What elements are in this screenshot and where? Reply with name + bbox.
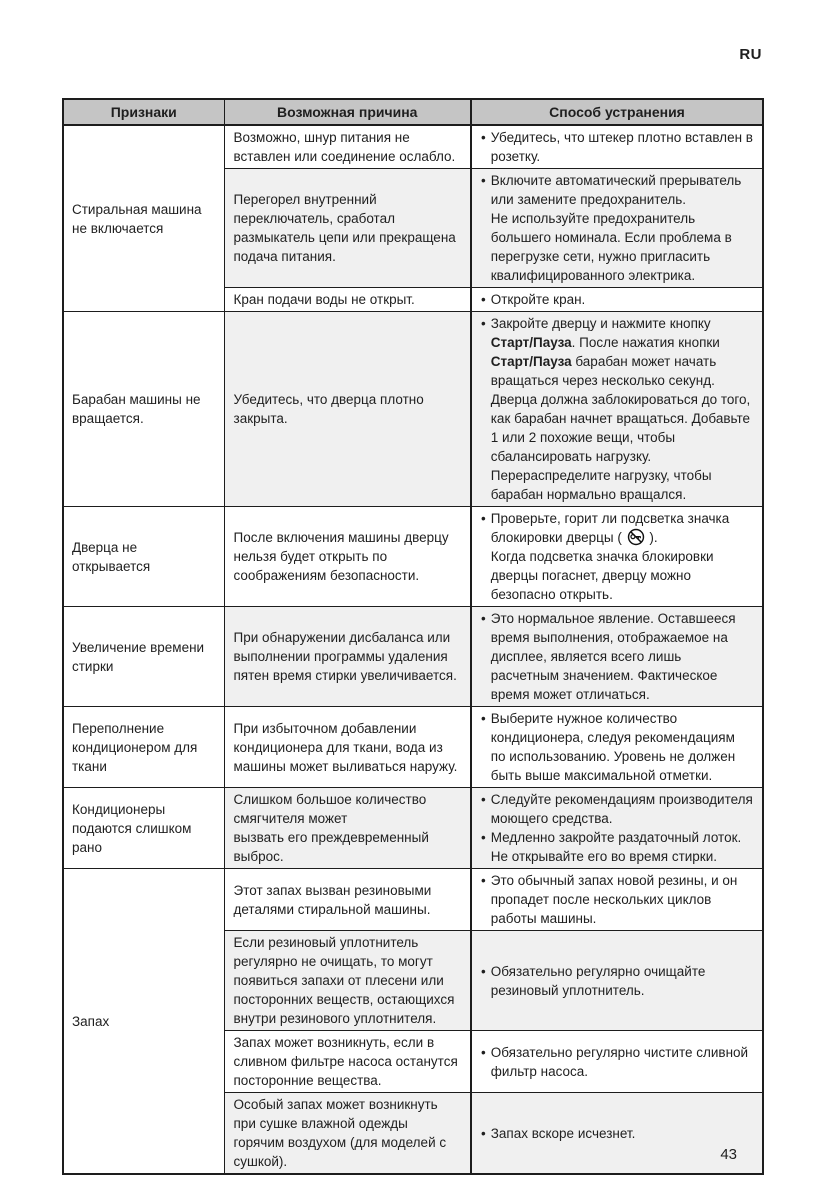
- remedy-item: • Включите автоматический прерыватель или…: [481, 171, 753, 285]
- bullet-icon: •: [481, 130, 486, 145]
- bullet-icon: •: [481, 792, 486, 807]
- remedy-cell: • Это нормальное явление. Оставшееся врем…: [470, 606, 764, 707]
- cause-cell: Запах может возникнуть, если в сливном ф…: [223, 1030, 472, 1093]
- header-symptoms: Признаки: [62, 98, 225, 126]
- cause-cell: После включения машины дверцу нельзя буд…: [223, 506, 472, 607]
- remedy-item: • Запах вскоре исчезнет.: [481, 1124, 753, 1143]
- bullet-icon: •: [481, 611, 486, 626]
- remedy-item: • Это нормальное явление. Оставшееся врем…: [481, 609, 753, 704]
- remedy-cell: • Выберите нужное количество кондиционера…: [470, 706, 764, 788]
- table-row: Барабан машины не вращается. Убедитесь, ч…: [62, 311, 764, 507]
- remedy-cell: • Откройте кран.: [470, 287, 764, 312]
- remedy-text: Проверьте, горит ли подсветка значка бло…: [490, 511, 730, 602]
- remedy-cell: • Обязательно регулярно чистите сливной ф…: [470, 1030, 764, 1093]
- bullet-icon: •: [481, 963, 486, 979]
- remedy-text: Следуйте рекомендациям производителя мою…: [490, 792, 753, 826]
- table-row: Запах Этот запах вызван резиновыми деталя…: [62, 868, 764, 1175]
- cause-cell: Особый запах может возникнуть при сушке …: [223, 1092, 472, 1175]
- remedy-text: Включите автоматический прерыватель или …: [490, 173, 742, 283]
- cause-cell: Возможно, шнур питания не вставлен или с…: [223, 124, 472, 169]
- table-body: Стиральная машина не включается Возможно,…: [62, 124, 764, 1175]
- remedy-text: Это нормальное явление. Оставшееся время…: [490, 611, 736, 702]
- symptom-cell: Кондиционеры подаются слишком рано: [62, 787, 225, 869]
- bullet-icon: •: [481, 830, 486, 845]
- language-label: RU: [739, 46, 762, 63]
- cause-cell: Если резиновый уплотнитель регулярно не …: [223, 930, 472, 1031]
- bullet-icon: •: [481, 511, 486, 526]
- cause-cell: При обнаружении дисбаланса или выполнени…: [223, 606, 472, 707]
- remedy-cell: • Закройте дверцу и нажмите кнопку Старт/…: [470, 311, 764, 507]
- remedy-cell: • Включите автоматический прерыватель или…: [470, 168, 764, 288]
- remedy-text: Обязательно регулярно чистите сливной фи…: [490, 1044, 749, 1079]
- remedy-item: • Откройте кран.: [481, 290, 753, 309]
- remedy-item: • Убедитесь, что штекер плотно вставлен в…: [481, 128, 753, 166]
- remedy-text: Откройте кран.: [490, 292, 586, 307]
- table-row: Если резиновый уплотнитель регулярно не …: [63, 930, 764, 1031]
- remedy-text: Закройте дверцу и нажмите кнопку Старт/П…: [490, 316, 751, 502]
- cause-cell: Кран подачи воды не открыт.: [223, 287, 472, 312]
- table-header-row: Признаки Возможная причина Способ устран…: [62, 98, 764, 126]
- remedy-item: • Это обычный запах новой резины, и он пр…: [481, 871, 753, 928]
- remedy-text: Медленно закройте раздаточный лоток. Не …: [490, 830, 742, 864]
- page-number: 43: [720, 1146, 737, 1163]
- remedy-text: Запах вскоре исчезнет.: [490, 1125, 636, 1141]
- remedy-cell: • Обязательно регулярно очищайте резиновы…: [470, 930, 764, 1031]
- symptom-cell: Увеличение времени стирки: [62, 606, 225, 707]
- table-row: Увеличение времени стирки При обнаружении…: [62, 606, 764, 707]
- table-row: Перегорел внутренний переключатель, сраб…: [63, 168, 764, 288]
- table-row: Запах может возникнуть, если в сливном ф…: [63, 1030, 764, 1093]
- remedy-item: • Проверьте, горит ли подсветка значка бл…: [481, 509, 753, 604]
- table-row: Переполнение кондиционером для ткани При …: [62, 706, 764, 788]
- remedy-item: • Выберите нужное количество кондиционера…: [481, 709, 753, 785]
- cause-cell: Убедитесь, что дверца плотно закрыта.: [223, 311, 472, 507]
- bullet-icon: •: [481, 292, 486, 307]
- cause-cell: Перегорел внутренний переключатель, сраб…: [223, 168, 472, 288]
- table-row: Стиральная машина не включается Возможно,…: [62, 124, 764, 312]
- remedy-item: • Следуйте рекомендациям производителя мо…: [481, 790, 753, 828]
- remedy-item: • Обязательно регулярно чистите сливной ф…: [481, 1043, 753, 1081]
- symptom-cell: Барабан машины не вращается.: [62, 311, 225, 507]
- table-row: Кран подачи воды не открыт. • Откройте кра…: [63, 287, 764, 312]
- remedy-item: • Закройте дверцу и нажмите кнопку Старт/…: [481, 314, 753, 504]
- bullet-icon: •: [481, 1044, 486, 1060]
- symptom-cell: Стиральная машина не включается: [62, 124, 225, 312]
- remedy-text: Выберите нужное количество кондиционера,…: [490, 711, 736, 783]
- remedy-text: Убедитесь, что штекер плотно вставлен в …: [490, 130, 753, 164]
- bullet-icon: •: [481, 711, 486, 726]
- remedy-cell: • Проверьте, горит ли подсветка значка бл…: [470, 506, 764, 607]
- table-row: Кондиционеры подаются слишком рано Слишко…: [62, 787, 764, 869]
- remedy-item: • Медленно закройте раздаточный лоток. Не…: [481, 828, 753, 866]
- door-lock-icon: [627, 528, 645, 546]
- remedy-item: • Обязательно регулярно очищайте резиновы…: [481, 962, 753, 1000]
- bullet-icon: •: [481, 316, 486, 331]
- header-remedy: Способ устранения: [470, 98, 764, 126]
- remedy-cell: • Следуйте рекомендациям производителя мо…: [470, 787, 764, 869]
- remedy-cell: • Это обычный запах новой резины, и он пр…: [470, 868, 764, 931]
- symptom-cell: Запах: [62, 868, 225, 1175]
- header-possible-cause: Возможная причина: [223, 98, 472, 126]
- symptom-cell: Переполнение кондиционером для ткани: [62, 706, 225, 788]
- troubleshooting-table: Признаки Возможная причина Способ устран…: [62, 98, 764, 1175]
- remedy-cell: • Запах вскоре исчезнет.: [470, 1092, 764, 1175]
- cause-cell: Этот запах вызван резиновыми деталями ст…: [223, 868, 472, 931]
- bullet-icon: •: [481, 1125, 486, 1141]
- symptom-cell: Дверца не открывается: [62, 506, 225, 607]
- table-row: Дверца не открывается После включения маш…: [62, 506, 764, 607]
- remedy-text: Обязательно регулярно очищайте резиновый…: [490, 963, 706, 998]
- remedy-cell: • Убедитесь, что штекер плотно вставлен в…: [470, 124, 764, 169]
- bullet-icon: •: [481, 173, 486, 188]
- cause-cell: При избыточном добавлении кондиционера д…: [223, 706, 472, 788]
- cause-cell: Слишком большое количество смягчителя мо…: [223, 787, 472, 869]
- table-row: Особый запах может возникнуть при сушке …: [63, 1092, 764, 1175]
- remedy-text: Это обычный запах новой резины, и он про…: [490, 873, 738, 926]
- bold-text: Старт/Пауза: [490, 335, 572, 350]
- bold-text: Старт/Пауза: [490, 354, 572, 369]
- bullet-icon: •: [481, 873, 486, 888]
